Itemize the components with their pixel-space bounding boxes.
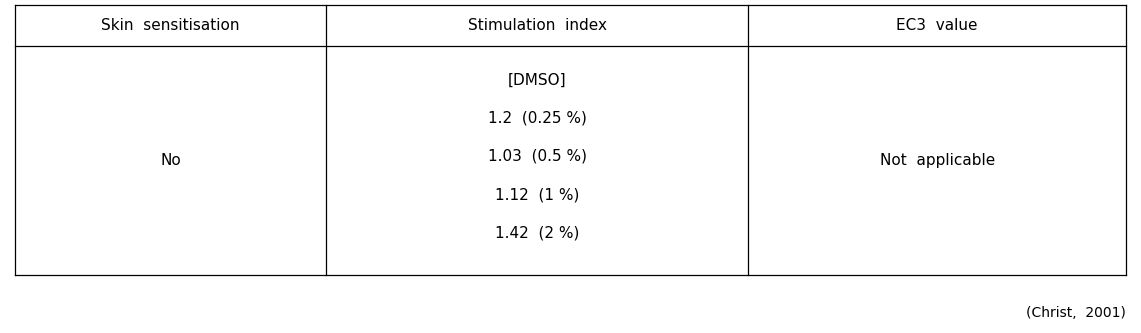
Text: 1.42  (2 %): 1.42 (2 %)	[495, 225, 580, 240]
Text: Stimulation  index: Stimulation index	[468, 18, 607, 33]
Text: No: No	[160, 153, 180, 168]
Text: Not  applicable: Not applicable	[880, 153, 995, 168]
Text: 1.12  (1 %): 1.12 (1 %)	[495, 187, 580, 202]
Bar	[15, 5, 1126, 275]
Text: Skin  sensitisation: Skin sensitisation	[102, 18, 240, 33]
Text: [DMSO]: [DMSO]	[508, 73, 566, 88]
Text: 1.2  (0.25 %): 1.2 (0.25 %)	[487, 111, 586, 126]
Text: EC3  value: EC3 value	[897, 18, 978, 33]
Text: 1.03  (0.5 %): 1.03 (0.5 %)	[487, 149, 586, 164]
Text: (Christ,  2001): (Christ, 2001)	[1026, 306, 1126, 320]
